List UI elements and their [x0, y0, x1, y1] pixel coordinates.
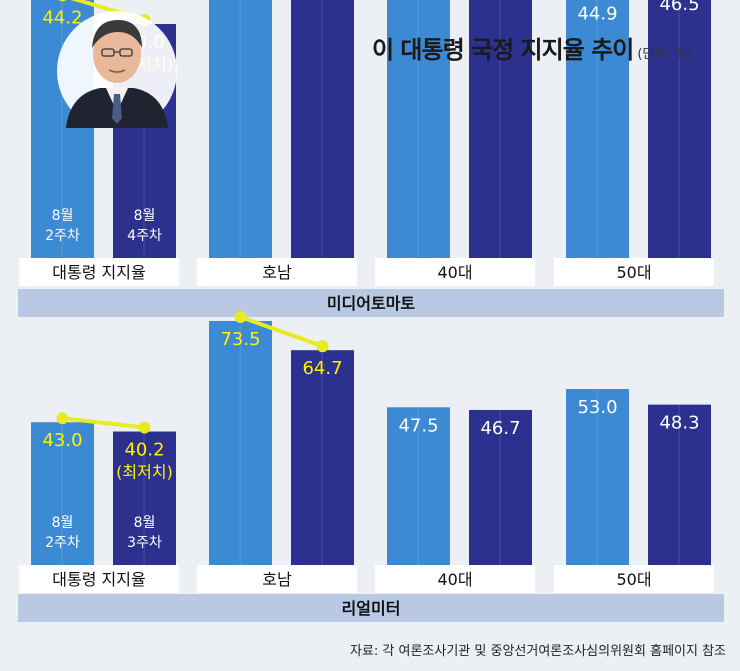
bar-stripe — [596, 389, 598, 565]
bar — [648, 0, 711, 258]
trend-connector — [239, 315, 324, 349]
bar — [648, 404, 711, 565]
category-label: 호남 — [262, 570, 292, 589]
bar-sublabel: 8월 — [134, 208, 156, 224]
source-band — [18, 289, 724, 317]
value-label: 43.0 — [42, 430, 82, 451]
title-text: 이 대통령 국정 지지율 추이 — [372, 36, 634, 64]
unit-label: (단위: %) — [637, 47, 693, 62]
value-label: 46.7 — [480, 418, 520, 439]
source-band — [18, 594, 724, 622]
trend-dot — [234, 310, 247, 323]
value-label: 44.2 — [42, 7, 82, 28]
bar-sublabel: 8월 — [134, 515, 156, 531]
bar — [209, 0, 272, 258]
bar-stripe — [143, 431, 145, 565]
value-label: 47.5 — [398, 415, 438, 436]
bar — [113, 431, 176, 565]
category-box — [19, 258, 179, 286]
bar-stripe — [499, 409, 501, 565]
bar-sublabel: 3주차 — [127, 535, 162, 551]
category-box — [197, 258, 357, 286]
bar — [469, 409, 532, 565]
value-label: 64.7 — [302, 358, 342, 379]
trend-dot — [56, 412, 69, 425]
trend-dot — [316, 340, 329, 353]
bar-sublabel: 4주차 — [127, 228, 162, 244]
bar-sublabel: 2주차 — [45, 535, 80, 551]
category-label: 40대 — [437, 570, 472, 589]
source-label: 리얼미터 — [342, 599, 401, 618]
value-label: 40.2 — [124, 440, 164, 461]
bar — [387, 0, 450, 259]
bar — [291, 350, 354, 565]
category-label: 40대 — [437, 263, 472, 282]
trend-connector — [62, 416, 145, 430]
president-portrait — [57, 11, 177, 128]
bar — [566, 0, 629, 259]
bar-stripe — [239, 320, 241, 565]
category-label: 대통령 지지율 — [52, 570, 145, 589]
trend-dot — [138, 421, 151, 434]
lowest-note: (최저치) — [116, 463, 173, 482]
bar-stripe — [596, 0, 598, 259]
category-label: 50대 — [616, 263, 651, 282]
category-box — [197, 565, 357, 593]
source-note: 자료: 각 여론조사기관 및 중앙선거여론조사심의위원회 홈페이지 참조 — [349, 644, 726, 659]
bar-sublabel: 8월 — [52, 208, 74, 224]
value-label: 53.0 — [577, 397, 617, 418]
bar-stripe — [499, 0, 501, 259]
bar-stripe — [61, 0, 63, 259]
category-box — [19, 565, 179, 593]
bar-stripe — [61, 422, 63, 565]
category-label: 50대 — [616, 570, 651, 589]
bar — [566, 389, 629, 565]
value-label: 44.9 — [577, 3, 617, 24]
category-box — [554, 258, 714, 286]
trend-dot — [58, 0, 67, 2]
bar — [209, 320, 272, 565]
bar — [291, 0, 354, 258]
bar-sublabel: 8월 — [52, 515, 74, 531]
category-label: 대통령 지지율 — [52, 263, 145, 282]
source-label: 미디어토마토 — [327, 294, 416, 313]
bar — [387, 407, 450, 565]
value-label: 46.5 — [659, 0, 699, 15]
bar-stripe — [417, 407, 419, 565]
bar-stripe — [321, 0, 323, 258]
bar-stripe — [143, 24, 145, 258]
category-box — [375, 565, 535, 593]
bar-sublabel: 2주차 — [45, 228, 80, 244]
bar-stripe — [417, 0, 419, 259]
value-label: 48.3 — [659, 413, 699, 434]
bar-stripe — [239, 0, 241, 258]
bar-stripe — [321, 350, 323, 565]
bar-stripe — [678, 0, 680, 258]
bar — [469, 0, 532, 259]
bar — [31, 422, 94, 565]
chart-title: 이 대통령 국정 지지율 추이 (단위: %) — [372, 30, 692, 65]
category-box — [375, 258, 535, 286]
bar-stripe — [678, 404, 680, 565]
category-box — [554, 565, 714, 593]
category-label: 호남 — [262, 263, 292, 282]
value-label: 73.5 — [220, 329, 260, 350]
